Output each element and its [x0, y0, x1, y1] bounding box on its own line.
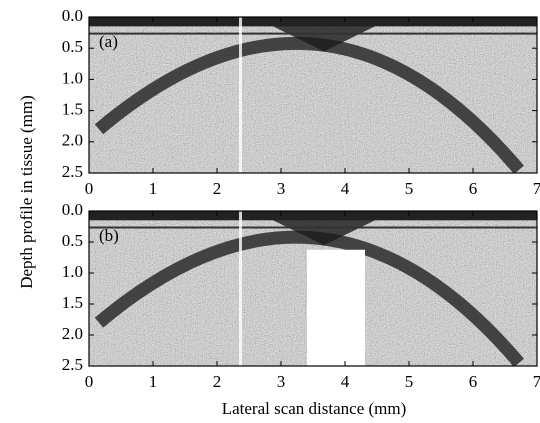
surface-line	[89, 32, 537, 35]
y-tick-label: 0.0	[62, 200, 83, 219]
x-tick-label: 5	[405, 179, 414, 198]
y-tick-label: 1.0	[62, 262, 83, 281]
oct-image	[89, 211, 537, 366]
x-tick-label: 4	[341, 372, 350, 391]
y-tick-label: 0.5	[62, 37, 83, 56]
y-axis-label: Depth profile in tissue (mm)	[17, 95, 36, 289]
artifact-line	[239, 211, 242, 366]
x-tick-label: 6	[469, 179, 478, 198]
x-tick-label: 7	[533, 179, 540, 198]
y-tick-label: 2.5	[62, 355, 83, 374]
y-tick-label: 2.0	[62, 131, 83, 150]
artifact-line	[239, 17, 242, 173]
saturated-region	[307, 249, 365, 366]
x-tick-label: 6	[469, 372, 478, 391]
x-tick-label: 0	[85, 179, 94, 198]
x-tick-label: 4	[341, 179, 350, 198]
plot-frame	[88, 210, 538, 367]
x-tick-label: 1	[149, 179, 158, 198]
x-axis-label: Lateral scan distance (mm)	[222, 399, 407, 418]
y-tick-label: 0.0	[62, 6, 83, 25]
panel-label: (b)	[99, 226, 119, 245]
surface-line	[89, 226, 537, 229]
x-tick-label: 2	[213, 179, 222, 198]
x-tick-label: 3	[277, 179, 286, 198]
oct-image	[89, 17, 537, 173]
x-tick-label: 3	[277, 372, 286, 391]
surface-band	[89, 17, 537, 27]
y-tick-label: 2.5	[62, 162, 83, 181]
x-tick-label: 1	[149, 372, 158, 391]
x-tick-label: 7	[533, 372, 540, 391]
y-tick-label: 0.5	[62, 231, 83, 250]
y-tick-label: 1.5	[62, 293, 83, 312]
y-tick-label: 1.0	[62, 68, 83, 87]
y-tick-label: 1.5	[62, 100, 83, 119]
panel-label: (a)	[99, 32, 118, 51]
surface-band	[89, 211, 537, 221]
y-tick-label: 2.0	[62, 324, 83, 343]
x-tick-label: 0	[85, 372, 94, 391]
x-tick-label: 2	[213, 372, 222, 391]
plot-frame	[88, 16, 538, 174]
x-tick-label: 5	[405, 372, 414, 391]
